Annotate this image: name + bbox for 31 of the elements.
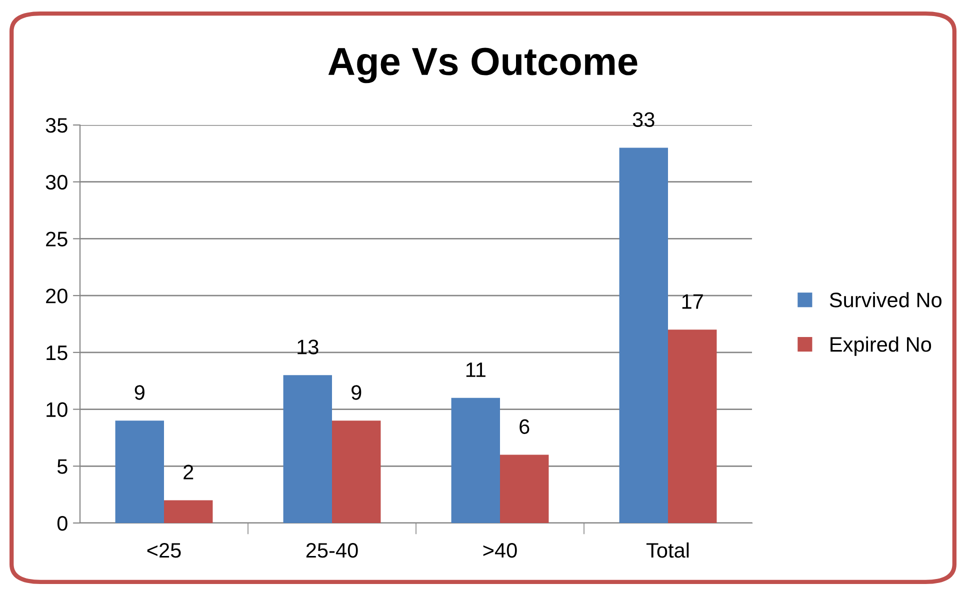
- x-tick-label: Total: [646, 542, 689, 558]
- bar: [115, 420, 164, 523]
- legend-label: Expired No: [830, 336, 932, 356]
- bar: [500, 454, 549, 523]
- bar: [451, 398, 500, 523]
- data-label: 2: [184, 464, 194, 480]
- data-label: 9: [134, 385, 144, 400]
- y-tick-label: 0: [57, 516, 68, 531]
- x-tick-label: >40: [483, 542, 517, 558]
- data-label: 13: [298, 340, 318, 354]
- bar: [332, 420, 381, 523]
- bar: [668, 330, 717, 523]
- y-tick-label: 20: [46, 288, 68, 304]
- chart-title: Age Vs Outcome: [328, 48, 638, 84]
- y-tick-label: 10: [46, 402, 68, 418]
- y-tick-label: 35: [46, 118, 68, 133]
- data-label: 11: [466, 362, 486, 377]
- data-label: 17: [682, 294, 703, 309]
- data-label: 33: [632, 112, 654, 127]
- y-tick-label: 30: [46, 174, 68, 190]
- data-label: 9: [352, 385, 362, 400]
- data-label: 6: [520, 419, 530, 434]
- bar: [619, 148, 668, 523]
- legend-label: Survived No: [830, 292, 942, 308]
- y-tick-label: 25: [46, 232, 68, 246]
- y-tick-label: 5: [57, 459, 68, 474]
- x-tick-label: 25-40: [306, 542, 358, 558]
- bar: [164, 500, 213, 523]
- x-tick-label: <25: [147, 542, 181, 558]
- bar: [283, 375, 332, 523]
- y-tick-label: 15: [46, 346, 68, 360]
